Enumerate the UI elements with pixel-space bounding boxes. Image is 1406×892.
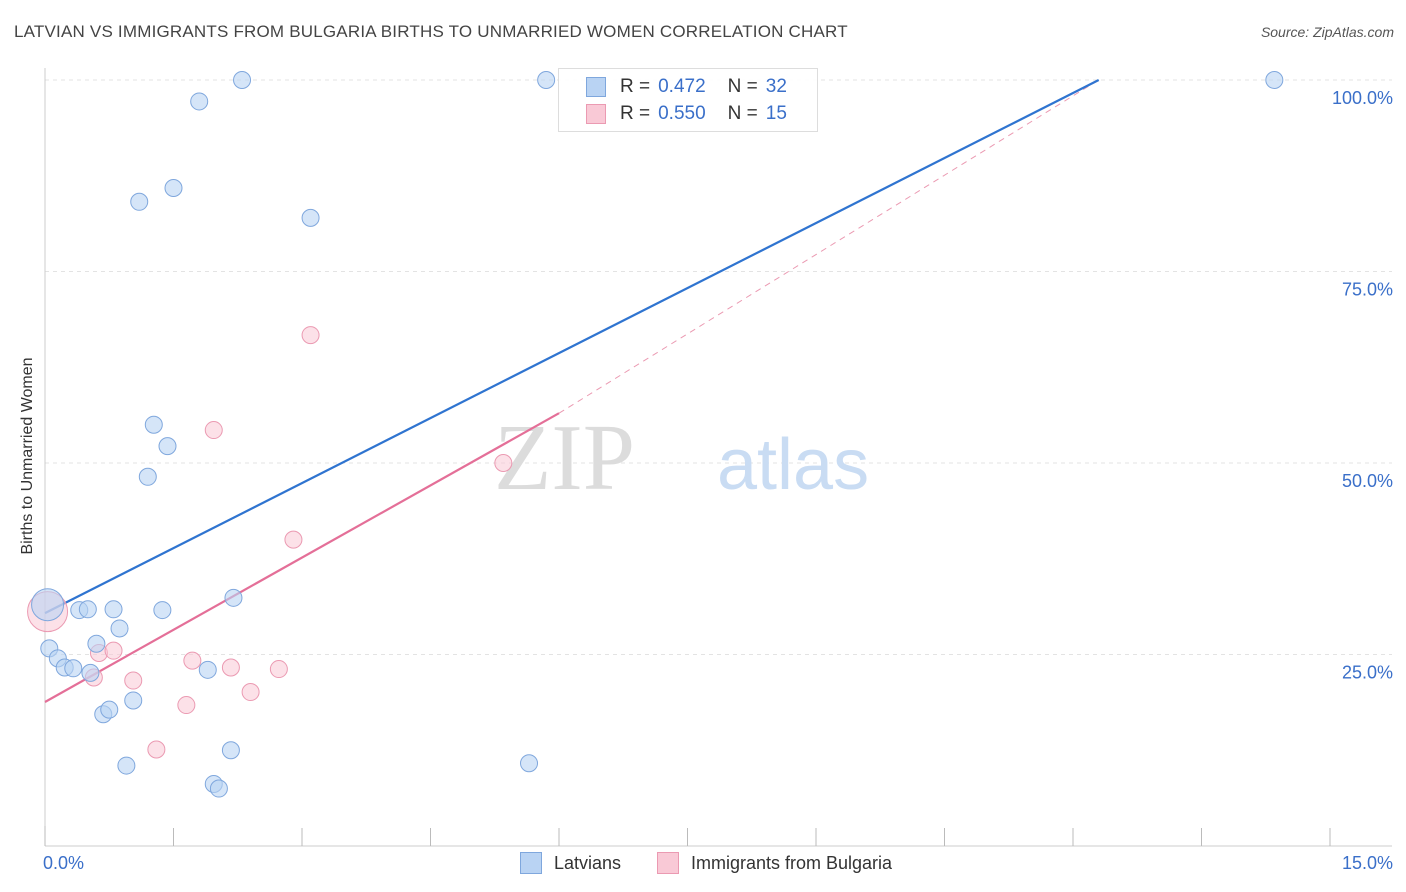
y-tick-label: 100.0%	[1332, 88, 1393, 108]
latvians-trend-line	[44, 79, 1100, 615]
latvian-point	[1265, 71, 1284, 89]
latvian-point	[209, 779, 228, 798]
latvian-point	[138, 467, 157, 486]
legend-r-value: 0.550	[658, 103, 706, 124]
latvians-legend-swatch	[520, 852, 542, 874]
latvian-point	[81, 663, 100, 682]
latvian-point	[301, 208, 320, 227]
legend-n-label: N =	[727, 76, 758, 97]
legend-n-label: N =	[727, 103, 758, 124]
latvian-point	[198, 660, 217, 679]
chart-title: LATVIAN VS IMMIGRANTS FROM BULGARIA BIRT…	[14, 22, 848, 41]
bulgaria-points	[27, 326, 513, 759]
latvian-point	[100, 700, 119, 719]
latvian-point	[110, 619, 129, 638]
legend-item-latvians: Latvians	[520, 852, 621, 874]
watermark-atlas: atlas	[717, 425, 869, 505]
correlation-legend: R = 0.472 N = 32 R = 0.550 N = 15	[558, 68, 818, 132]
axes	[44, 68, 1392, 847]
legend-r-label: R =	[620, 103, 651, 124]
bulgaria-point	[221, 658, 240, 677]
series-legend: Latvians Immigrants from Bulgaria	[0, 852, 1406, 878]
latvian-point	[190, 92, 209, 111]
latvian-points	[31, 71, 1284, 798]
latvian-point	[124, 691, 143, 710]
bulgaria-point	[494, 454, 513, 472]
y-tick-label: 75.0%	[1342, 280, 1393, 300]
latvian-point	[130, 192, 149, 211]
latvian-point	[117, 756, 136, 775]
legend-row-bulgaria: R = 0.550 N = 15	[586, 102, 787, 126]
latvian-point	[520, 754, 539, 773]
bulgaria-point	[241, 683, 260, 702]
source-credit: Source: ZipAtlas.com	[1260, 24, 1394, 40]
y-tick-label: 25.0%	[1342, 663, 1393, 683]
latvian-point	[537, 71, 556, 89]
y-tick-label: 50.0%	[1342, 471, 1393, 491]
legend-n-value: 15	[765, 103, 787, 124]
legend-row-latvians: R = 0.472 N = 32	[586, 75, 787, 99]
bulgaria-swatch	[586, 104, 606, 124]
latvian-point	[153, 601, 172, 620]
bulgaria-point	[284, 530, 303, 549]
bulgaria-point	[183, 651, 202, 670]
latvian-point	[224, 588, 243, 607]
legend-r-label: R =	[620, 76, 651, 97]
bulgaria-point	[269, 660, 288, 679]
latvians-legend-label: Latvians	[554, 852, 622, 873]
bulgaria-point	[147, 740, 166, 759]
bulgaria-point	[204, 421, 223, 440]
latvian-point	[233, 71, 252, 89]
latvian-point	[87, 634, 106, 653]
latvians-swatch	[586, 77, 606, 97]
watermark-zip: ZIP	[494, 406, 635, 510]
bulgaria-point	[124, 671, 143, 690]
latvian-point	[144, 415, 163, 434]
bulgaria-trend-line	[44, 412, 560, 703]
latvian-point	[64, 659, 83, 678]
x-tick-label-min: 0.0%	[43, 853, 84, 873]
bulgaria-point	[301, 326, 320, 345]
legend-n-value: 32	[765, 76, 787, 97]
latvian-point	[158, 437, 177, 456]
bulgaria-point	[104, 641, 123, 660]
latvian-point	[164, 179, 183, 198]
watermark: ZIP atlas	[494, 406, 869, 510]
bulgaria-legend-label: Immigrants from Bulgaria	[691, 852, 893, 873]
latvian-point	[78, 600, 97, 619]
latvian-point	[31, 588, 65, 622]
trend-lines	[44, 79, 1100, 703]
bulgaria-legend-swatch	[657, 852, 679, 874]
legend-r-value: 0.472	[658, 76, 706, 97]
tick-labels: 25.0% 50.0% 75.0% 100.0% 0.0% 15.0%	[43, 88, 1393, 873]
gridlines	[45, 79, 1392, 655]
bulgaria-point	[177, 696, 196, 715]
x-tick-label-max: 15.0%	[1342, 853, 1393, 873]
latvian-point	[221, 741, 240, 760]
latvian-point	[104, 600, 123, 619]
y-axis-label: Births to Unmarried Women	[19, 357, 36, 555]
bulgaria-trend-extension	[558, 79, 1099, 414]
legend-item-bulgaria: Immigrants from Bulgaria	[657, 852, 892, 874]
